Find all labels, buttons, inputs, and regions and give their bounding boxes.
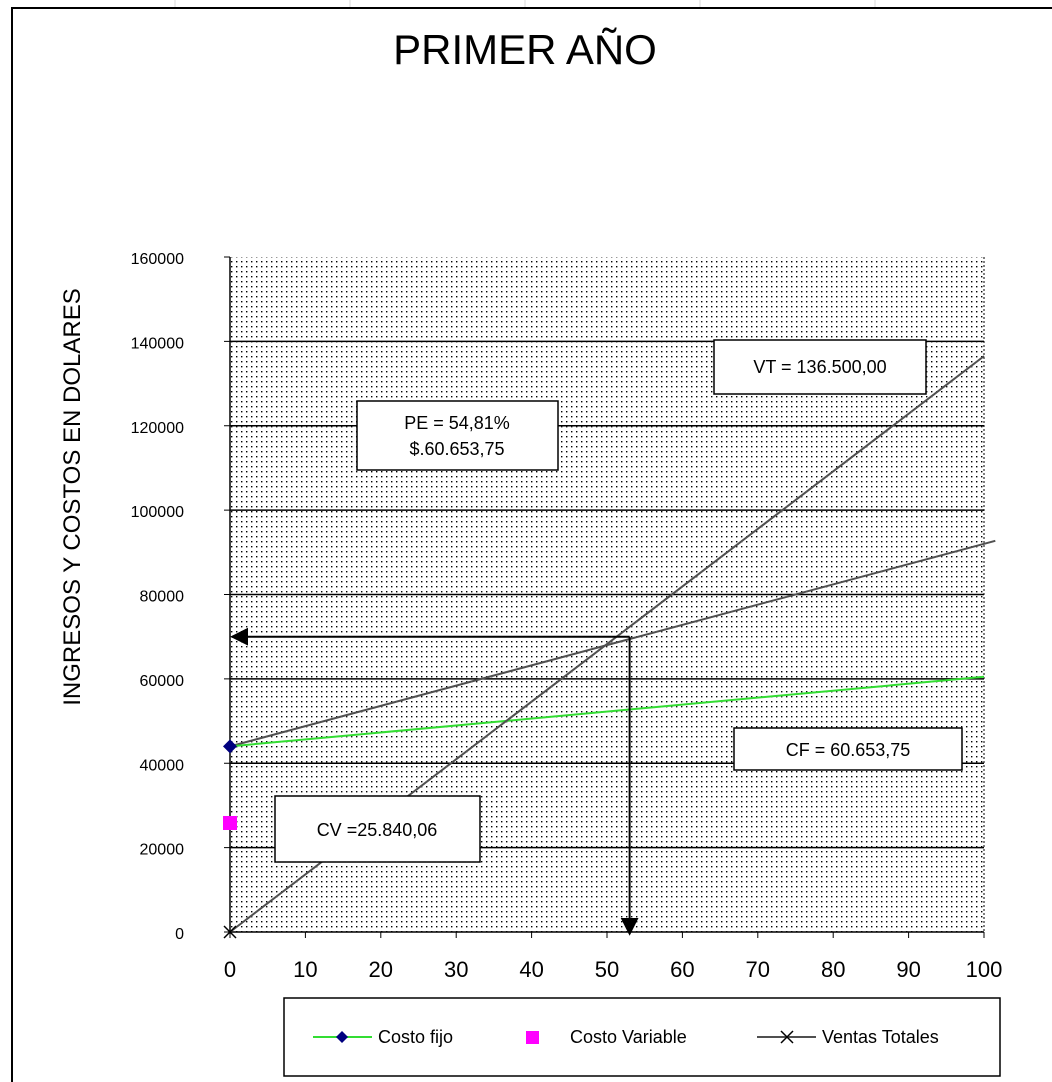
y-tick-label: 80000	[140, 589, 185, 606]
x-tick-label: 100	[966, 957, 1003, 982]
annotation-vt: VT = 136.500,00	[713, 339, 927, 395]
annotation-cv-text: CV =25.840,06	[317, 820, 438, 840]
x-tick-label: 20	[369, 957, 393, 982]
annotation-pe-text-2: $.60.653,75	[409, 439, 504, 459]
x-tick-label: 30	[444, 957, 468, 982]
x-tick-label: 50	[595, 957, 619, 982]
x-tick-label: 60	[670, 957, 694, 982]
legend-x-marker	[780, 1030, 794, 1044]
y-tick-label: 120000	[131, 420, 184, 437]
x-tick-label: 10	[293, 957, 317, 982]
annotation-cf-text: CF = 60.653,75	[786, 740, 911, 760]
y-tick-label: 160000	[131, 251, 184, 268]
y-tick-label: 100000	[131, 504, 184, 521]
legend-item-costo-variable: Costo Variable	[526, 1027, 687, 1047]
annotation-pe: PE = 54,81% $.60.653,75	[356, 400, 559, 471]
y-tick-label: 0	[175, 926, 184, 943]
annotation-vt-text: VT = 136.500,00	[753, 357, 886, 377]
sheet-gridlines	[174, 0, 876, 8]
legend-item-ventas-totales: Ventas Totales	[757, 1027, 939, 1047]
y-tick-label: 40000	[140, 757, 185, 774]
chart-title: PRIMER AÑO	[393, 26, 657, 73]
legend-square-marker	[526, 1031, 539, 1044]
legend-label-ventas-totales: Ventas Totales	[822, 1027, 939, 1047]
legend-label-costo-fijo: Costo fijo	[378, 1027, 453, 1047]
x-tick-label: 80	[821, 957, 845, 982]
legend-label-costo-variable: Costo Variable	[570, 1027, 687, 1047]
annotation-cf: CF = 60.653,75	[733, 727, 963, 771]
annotation-cv: CV =25.840,06	[274, 795, 481, 863]
break-even-arrows	[230, 627, 639, 936]
y-tick-label: 60000	[140, 673, 185, 690]
x-tick-label: 0	[224, 957, 236, 982]
data-point-ventas-totales	[223, 925, 237, 939]
legend-diamond-marker	[336, 1031, 348, 1043]
y-axis-label: INGRESOS Y COSTOS EN DOLARES	[59, 288, 86, 705]
total-cost-line	[229, 539, 996, 748]
x-tick-label: 40	[519, 957, 543, 982]
y-tick-label: 140000	[131, 335, 184, 352]
series-line-costo-fijo	[229, 675, 985, 748]
x-tick-labels: 0 10 20 30 40 50 60 70 80 90 100	[224, 957, 1002, 982]
y-tick-label: 20000	[140, 842, 185, 859]
series-markers	[223, 739, 237, 939]
data-point-costo-fijo	[223, 739, 237, 754]
x-tick-label: 90	[896, 957, 920, 982]
legend: Costo fijo Costo Variable Ventas Totales	[283, 997, 1001, 1077]
x-tick-label: 70	[746, 957, 770, 982]
data-point-costo-variable	[223, 815, 237, 830]
y-tick-labels: 0 20000 40000 60000 80000 100000 120000 140000 1…	[131, 251, 184, 943]
annotation-pe-text-1: PE = 54,81%	[404, 413, 510, 433]
legend-item-costo-fijo: Costo fijo	[313, 1027, 453, 1047]
